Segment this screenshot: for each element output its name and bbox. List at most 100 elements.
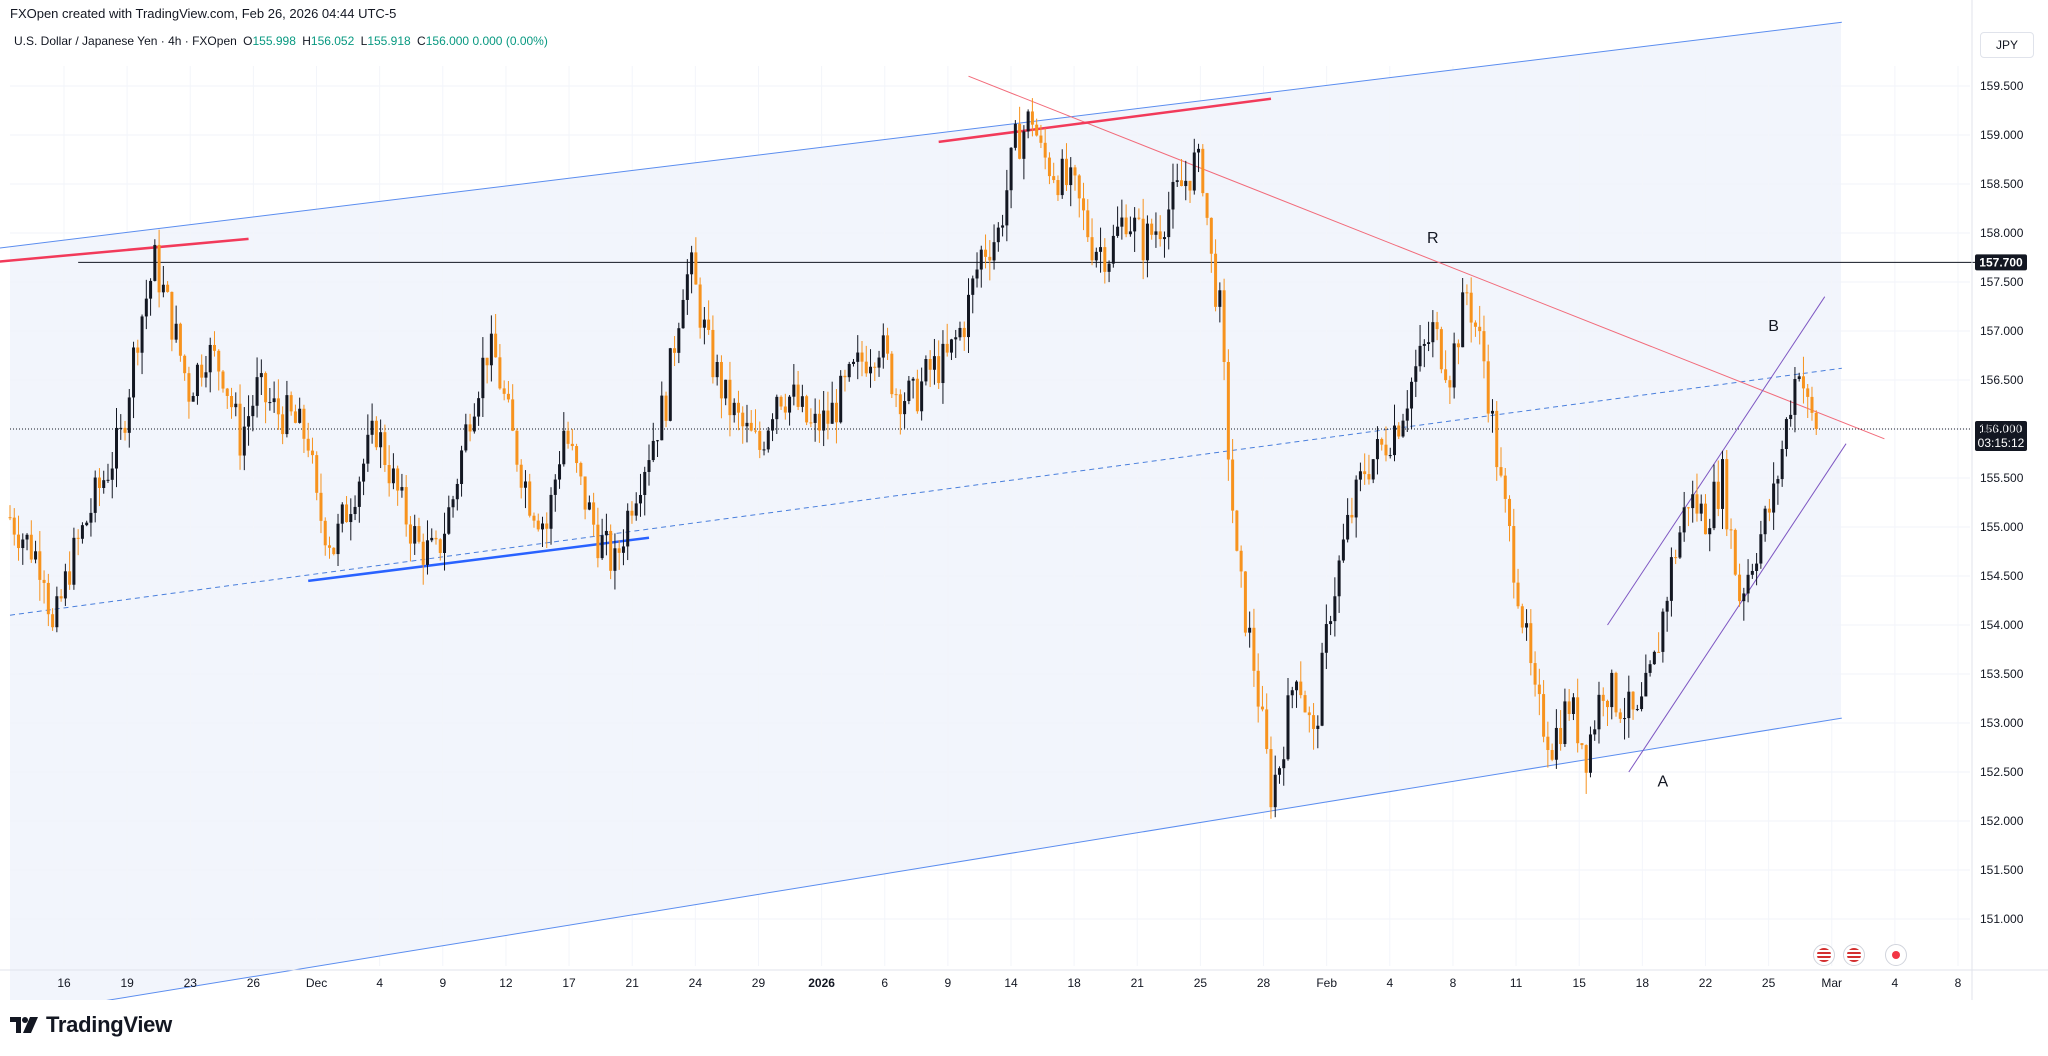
candle-body: [949, 339, 953, 353]
candle-body: [1495, 410, 1499, 468]
y-tick-label: 159.000: [1980, 128, 2024, 142]
us-economic-event-icon[interactable]: [1843, 944, 1865, 966]
candle-body: [1661, 611, 1665, 652]
candle-body: [1133, 217, 1137, 232]
candle-body: [1116, 226, 1120, 236]
candle-body: [1559, 727, 1563, 745]
candle-body: [1512, 526, 1516, 583]
candle-body: [847, 363, 851, 378]
candle-body: [724, 379, 728, 399]
y-tick-label: 156.000: [1980, 422, 2024, 436]
candle-body: [1401, 420, 1405, 437]
candle-body: [1026, 111, 1030, 132]
candle-body: [1260, 706, 1264, 710]
candle-body: [166, 284, 170, 292]
x-tick-label: 4: [1386, 976, 1393, 990]
candle-body: [1550, 750, 1554, 760]
candle-body: [1082, 198, 1086, 211]
candle-body: [1810, 396, 1814, 413]
candle-body: [613, 548, 617, 571]
candle-body: [1746, 574, 1750, 594]
candle-body: [596, 524, 600, 559]
candle-body: [813, 413, 817, 423]
candle-body: [1473, 322, 1477, 327]
tradingview-wordmark: TradingView: [46, 1012, 172, 1037]
x-tick-label: 25: [1762, 976, 1776, 990]
candle-body: [1397, 425, 1401, 437]
candle-body: [1167, 209, 1171, 238]
candle-body: [932, 356, 936, 370]
candle-body: [1784, 419, 1788, 450]
candle-body: [771, 419, 775, 431]
candle-body: [93, 477, 97, 513]
candle-body: [1669, 557, 1673, 601]
candle-body: [178, 323, 182, 356]
candle-body: [383, 432, 387, 466]
candle-body: [1064, 158, 1068, 186]
candle-body: [183, 355, 187, 374]
x-tick-label: 24: [689, 976, 703, 990]
channel-mid: [9, 367, 1842, 616]
candle-body: [677, 328, 681, 353]
candle-body: [153, 244, 157, 281]
candle-body: [438, 539, 442, 554]
candle-body: [443, 533, 447, 554]
candle-body: [1452, 343, 1456, 388]
trendline-red: [968, 75, 1885, 440]
high-label: H: [302, 34, 311, 48]
candle-body: [425, 540, 429, 565]
x-tick-label: 11: [1510, 976, 1523, 990]
candle-body: [370, 420, 374, 435]
candle-body: [191, 396, 195, 402]
candle-body: [285, 395, 289, 435]
candle-body: [1341, 539, 1345, 561]
candle-body: [502, 388, 506, 394]
candle-body: [1124, 217, 1128, 235]
us-economic-event-icon[interactable]: [1813, 944, 1835, 966]
candle-body: [494, 333, 498, 358]
y-tick-label: 151.500: [1980, 863, 2024, 877]
candle-body: [634, 503, 638, 516]
candle-body: [362, 463, 366, 482]
candle-body: [886, 335, 890, 354]
candle-body: [558, 464, 562, 480]
candle-body: [1137, 217, 1141, 219]
candle-body: [719, 362, 723, 399]
candle-body: [1320, 652, 1324, 726]
record-event-icon[interactable]: [1885, 944, 1907, 966]
candle-body: [328, 545, 331, 548]
candle-body: [681, 299, 685, 329]
candle-body: [1047, 157, 1051, 177]
candle-body: [890, 353, 894, 395]
candle-body: [212, 344, 216, 351]
candle-body: [766, 430, 770, 450]
candle-body: [860, 352, 864, 362]
x-tick-label: 29: [752, 976, 766, 990]
candle-body: [1631, 691, 1635, 710]
currency-button[interactable]: JPY: [1980, 32, 2034, 58]
tradingview-brand: TradingView: [10, 1012, 172, 1038]
candle-body: [1022, 131, 1026, 159]
candle-body: [996, 227, 1000, 243]
x-tick-label: 19: [120, 976, 134, 990]
candle-body: [1358, 471, 1362, 480]
candle-body: [298, 408, 302, 423]
x-tick-label: 18: [1636, 976, 1650, 990]
y-tick-label: 154.000: [1980, 618, 2024, 632]
candle-body: [1273, 774, 1277, 808]
candle-body: [1201, 148, 1205, 194]
candle-body: [85, 522, 89, 526]
candle-body: [907, 380, 911, 402]
candle-body: [911, 378, 915, 381]
candle-body: [1640, 696, 1644, 710]
candle-body: [1516, 582, 1520, 607]
candle-body: [553, 479, 557, 495]
candle-body: [404, 487, 408, 525]
candle-body: [579, 463, 583, 477]
candle-body: [464, 424, 468, 451]
x-tick-label: 6: [881, 976, 888, 990]
candle-body: [1299, 681, 1303, 696]
candle-body: [1405, 408, 1409, 421]
x-tick-label: 21: [1131, 976, 1145, 990]
